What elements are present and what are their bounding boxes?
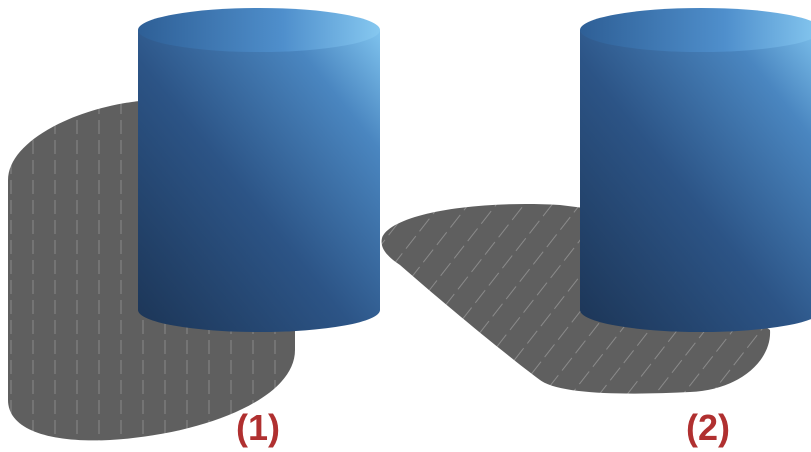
panel-1-label: (1) [236, 407, 280, 448]
cylinder-2-top [580, 8, 811, 52]
shadow-2 [381, 204, 771, 394]
cylinder-2 [580, 30, 811, 332]
cylinder-1 [138, 30, 380, 332]
panel-1 [8, 8, 380, 441]
panel-2 [381, 8, 811, 394]
cylinder-1-top [138, 8, 380, 52]
panel-2-label: (2) [686, 407, 730, 448]
